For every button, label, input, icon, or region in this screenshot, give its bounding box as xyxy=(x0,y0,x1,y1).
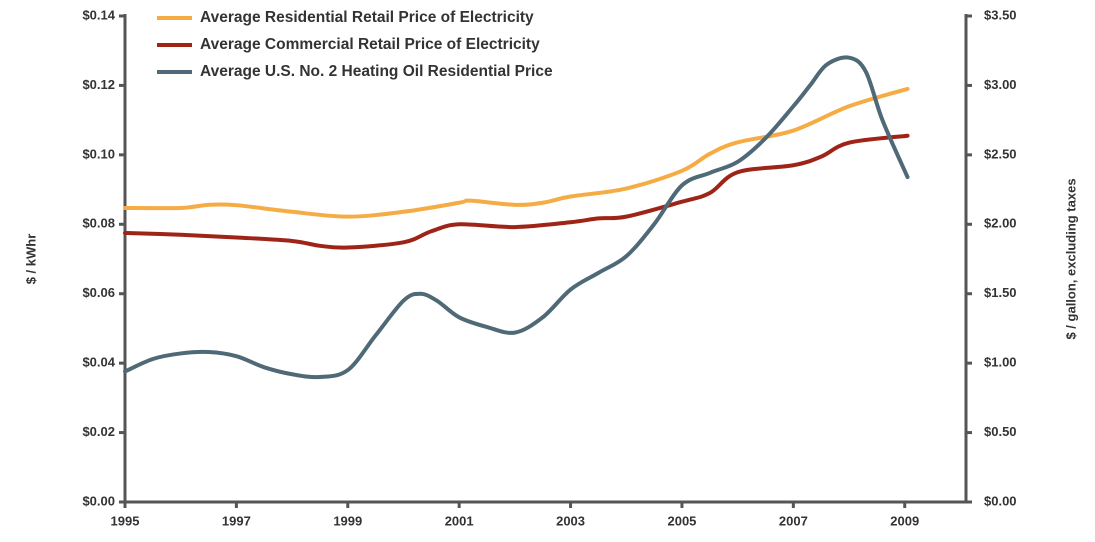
legend-label: Average Residential Retail Price of Elec… xyxy=(200,9,534,26)
y-tick-label: $0.14 xyxy=(82,7,115,22)
y-tick-label: $0.04 xyxy=(82,355,115,370)
y2-tick-label: $1.00 xyxy=(984,355,1017,370)
legend-label: Average Commercial Retail Price of Elect… xyxy=(200,36,540,53)
y-tick-label: $0.02 xyxy=(82,424,115,439)
x-tick-label: 1995 xyxy=(111,513,140,528)
y-tick-label: $0.06 xyxy=(82,285,115,300)
x-tick-label: 2003 xyxy=(556,513,585,528)
y2-tick-label: $3.00 xyxy=(984,77,1017,92)
x-tick-label: 1997 xyxy=(222,513,251,528)
y2-tick-label: $0.50 xyxy=(984,424,1017,439)
x-tick-label: 2009 xyxy=(890,513,919,528)
x-tick-label: 2007 xyxy=(779,513,808,528)
y2-tick-label: $1.50 xyxy=(984,285,1017,300)
x-tick-label: 2001 xyxy=(445,513,474,528)
y-tick-label: $0.00 xyxy=(82,493,115,508)
y2-axis-title: $ / gallon, excluding taxes xyxy=(1063,178,1078,339)
x-tick-label: 1999 xyxy=(333,513,362,528)
legend-label: Average U.S. No. 2 Heating Oil Residenti… xyxy=(200,63,553,80)
y-tick-label: $0.10 xyxy=(82,146,115,161)
y2-tick-label: $0.00 xyxy=(984,493,1017,508)
y2-tick-label: $2.50 xyxy=(984,146,1017,161)
series-line xyxy=(123,133,910,250)
legend: Average Residential Retail Price of Elec… xyxy=(157,9,553,80)
y-tick-label: $0.08 xyxy=(82,216,115,231)
y-axis-title: $ / kWhr xyxy=(23,234,38,285)
y-tick-label: $0.12 xyxy=(82,77,115,92)
series-line xyxy=(123,86,910,219)
series-line xyxy=(123,55,910,380)
y2-tick-label: $2.00 xyxy=(984,216,1017,231)
x-tick-label: 2005 xyxy=(667,513,696,528)
y2-tick-label: $3.50 xyxy=(984,7,1017,22)
